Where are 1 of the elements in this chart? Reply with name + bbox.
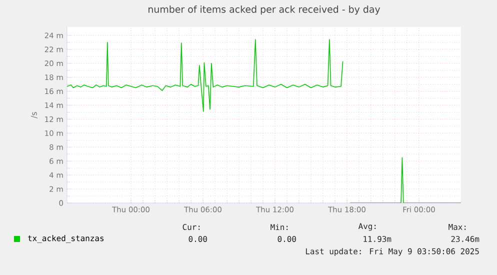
chart-title: number of items acked per ack received - by day	[148, 6, 380, 15]
